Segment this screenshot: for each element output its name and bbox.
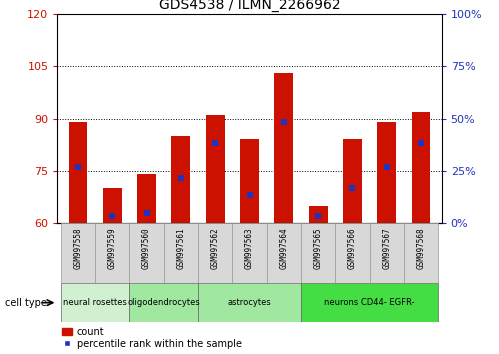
Bar — [335, 223, 370, 283]
Text: cell type: cell type — [5, 298, 47, 308]
Bar — [240, 139, 259, 223]
Text: GSM997558: GSM997558 — [73, 227, 82, 269]
Bar — [343, 139, 362, 223]
Text: GSM997562: GSM997562 — [211, 227, 220, 269]
Text: GSM997568: GSM997568 — [417, 227, 426, 269]
Bar — [309, 206, 327, 223]
Bar — [61, 283, 129, 322]
Bar — [412, 112, 431, 223]
Title: GDS4538 / ILMN_2266962: GDS4538 / ILMN_2266962 — [159, 0, 340, 12]
Text: neurons CD44- EGFR-: neurons CD44- EGFR- — [324, 298, 415, 307]
Bar — [95, 223, 129, 283]
Bar — [233, 223, 266, 283]
Legend: count, percentile rank within the sample: count, percentile rank within the sample — [62, 327, 242, 349]
Bar — [404, 223, 438, 283]
Bar — [172, 136, 190, 223]
Text: GSM997559: GSM997559 — [108, 227, 117, 269]
Text: GSM997561: GSM997561 — [176, 227, 186, 269]
Bar — [129, 223, 164, 283]
Text: oligodendrocytes: oligodendrocytes — [127, 298, 200, 307]
Bar — [61, 223, 95, 283]
Bar — [274, 73, 293, 223]
Bar — [129, 283, 198, 322]
Text: GSM997560: GSM997560 — [142, 227, 151, 269]
Text: GSM997564: GSM997564 — [279, 227, 288, 269]
Bar — [103, 188, 122, 223]
Bar — [164, 223, 198, 283]
Text: astrocytes: astrocytes — [228, 298, 271, 307]
Bar — [206, 115, 225, 223]
Text: neural rosettes: neural rosettes — [63, 298, 127, 307]
Bar — [198, 283, 301, 322]
Text: GSM997566: GSM997566 — [348, 227, 357, 269]
Bar — [266, 223, 301, 283]
Bar — [301, 223, 335, 283]
Bar — [198, 223, 233, 283]
Bar — [377, 122, 396, 223]
Bar — [68, 122, 87, 223]
Bar — [301, 283, 438, 322]
Text: GSM997565: GSM997565 — [313, 227, 323, 269]
Text: GSM997563: GSM997563 — [245, 227, 254, 269]
Text: GSM997567: GSM997567 — [382, 227, 391, 269]
Bar — [137, 174, 156, 223]
Bar — [370, 223, 404, 283]
